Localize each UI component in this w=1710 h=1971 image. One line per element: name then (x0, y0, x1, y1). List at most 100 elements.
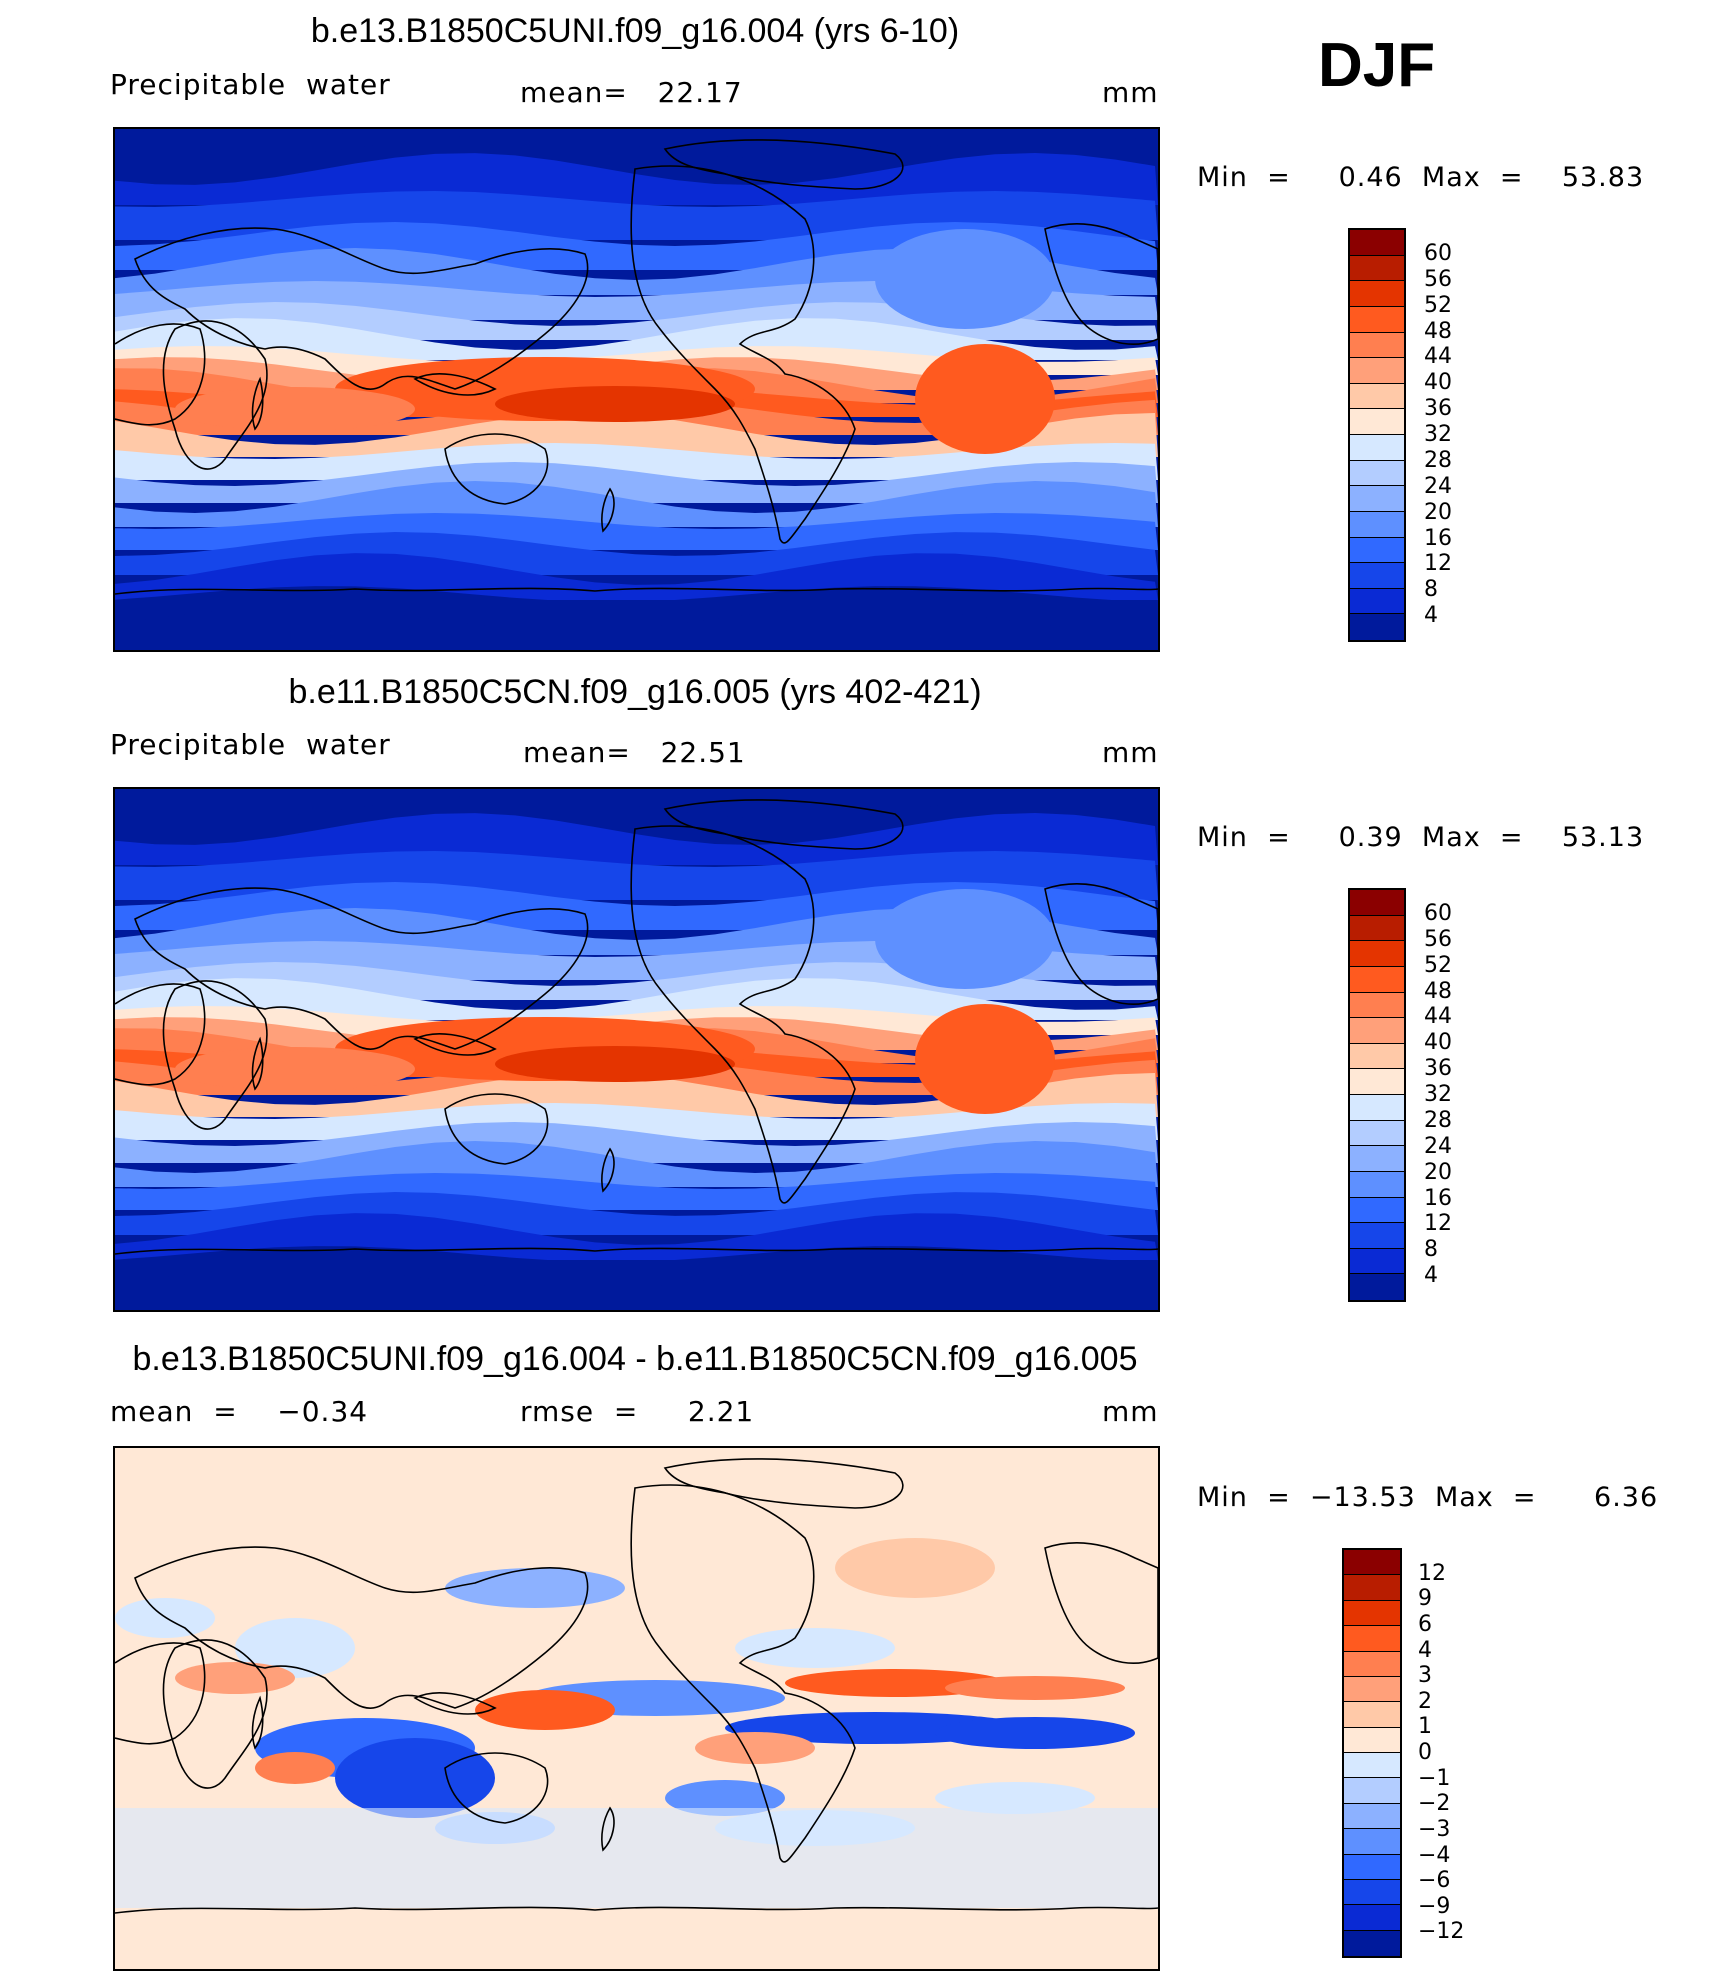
panel-1-units: mm (1102, 76, 1159, 109)
panel-1-variable-label: Precipitable water (110, 68, 391, 101)
panel-3-units: mm (1102, 1395, 1159, 1428)
colorbar-swatch (1350, 563, 1404, 589)
colorbar-swatch (1350, 1197, 1404, 1224)
colorbar-tick-label: 12 (1424, 551, 1452, 577)
colorbar-swatch (1344, 1651, 1400, 1677)
panel-3-min-max: Min = −13.53 Max = 6.36 (1197, 1482, 1659, 1513)
panel-3-colorbar-labels: 12 9 6 4 3 2 1 0 −1 −2 −3 −4 −6 −9 −12 (1418, 1548, 1498, 1958)
colorbar-swatch (1350, 511, 1404, 538)
colorbar-tick-label: −9 (1418, 1893, 1451, 1919)
colorbar-tick-label: 0 (1418, 1740, 1432, 1765)
colorbar-tick-label: 52 (1424, 952, 1452, 978)
colorbar-swatch (1350, 966, 1404, 993)
colorbar-tick-label: 2 (1418, 1688, 1432, 1714)
colorbar-tick-label: 3 (1418, 1663, 1432, 1689)
colorbar-swatch (1344, 1676, 1400, 1703)
colorbar-tick-label: 4 (1418, 1637, 1432, 1663)
colorbar-tick-label: −3 (1418, 1816, 1451, 1842)
colorbar-swatch (1350, 1069, 1404, 1095)
colorbar-tick-label: 60 (1424, 900, 1452, 926)
panel-1-colorbar-labels: 60 56 52 48 44 40 36 32 28 24 20 16 12 8 4 (1424, 228, 1504, 642)
colorbar-swatch (1344, 1803, 1400, 1830)
colorbar-swatch (1350, 890, 1404, 916)
colorbar-tick-label: 4 (1424, 603, 1438, 629)
colorbar-tick-label: 44 (1424, 344, 1452, 370)
colorbar-swatch (1344, 1600, 1400, 1627)
colorbar-swatch (1350, 255, 1404, 282)
panel-2-map (113, 787, 1160, 1312)
panel-3-map-canvas (115, 1448, 1158, 1969)
colorbar-tick-label: 36 (1424, 1056, 1452, 1082)
colorbar-tick-label: 20 (1424, 1159, 1452, 1185)
colorbar-tick-label: 36 (1424, 396, 1452, 422)
colorbar-swatch (1344, 1879, 1400, 1906)
panel-1-map (113, 127, 1160, 652)
colorbar-swatch (1344, 1727, 1400, 1753)
colorbar-tick-label: 28 (1424, 1107, 1452, 1133)
colorbar-swatch (1350, 332, 1404, 359)
colorbar-swatch (1350, 486, 1404, 512)
colorbar-swatch (1344, 1930, 1400, 1956)
colorbar-tick-label: 48 (1424, 318, 1452, 344)
colorbar-tick-label: 24 (1424, 473, 1452, 499)
colorbar-swatch (1350, 281, 1404, 307)
colorbar-swatch (1344, 1626, 1400, 1652)
colorbar-tick-label: 1 (1418, 1714, 1432, 1740)
colorbar-swatch (1350, 460, 1404, 487)
colorbar-tick-label: 4 (1424, 1263, 1438, 1289)
colorbar-tick-label: 16 (1424, 1185, 1452, 1211)
colorbar-swatch (1350, 383, 1404, 410)
panel-1-map-canvas (115, 129, 1158, 650)
colorbar-swatch (1344, 1575, 1400, 1601)
colorbar-tick-label: 12 (1424, 1211, 1452, 1237)
panel-2-units: mm (1102, 736, 1159, 769)
colorbar-swatch (1350, 1223, 1404, 1249)
colorbar-swatch (1350, 1018, 1404, 1044)
colorbar-tick-label: 56 (1424, 266, 1452, 292)
colorbar-tick-label: 24 (1424, 1133, 1452, 1159)
panel-2-map-canvas (115, 789, 1158, 1310)
colorbar-tick-label: 8 (1424, 1237, 1438, 1263)
panel-1-title: b.e13.B1850C5UNI.f09_g16.004 (yrs 6-10) (310, 12, 960, 50)
colorbar-tick-label: 48 (1424, 978, 1452, 1004)
colorbar-swatch (1350, 1120, 1404, 1147)
panel-3-map (113, 1446, 1160, 1971)
colorbar-swatch (1344, 1550, 1400, 1576)
colorbar-swatch (1344, 1829, 1400, 1855)
panel-1-colorbar (1348, 228, 1406, 642)
colorbar-swatch (1344, 1702, 1400, 1728)
colorbar-swatch (1350, 992, 1404, 1019)
panel-3-mean-label: mean = −0.34 (110, 1395, 369, 1428)
colorbar-tick-label: 44 (1424, 1004, 1452, 1030)
colorbar-swatch (1350, 1146, 1404, 1172)
panel-2-mean-label: mean= 22.51 (523, 736, 746, 769)
colorbar-tick-label: 16 (1424, 525, 1452, 551)
colorbar-tick-label: −12 (1418, 1919, 1465, 1945)
colorbar-tick-label: 32 (1424, 1082, 1452, 1107)
panel-3-rmse-label: rmse = 2.21 (520, 1395, 755, 1428)
colorbar-swatch (1350, 537, 1404, 564)
panel-2-colorbar-labels: 60 56 52 48 44 40 36 32 28 24 20 16 12 8 4 (1424, 888, 1504, 1302)
colorbar-swatch (1350, 435, 1404, 461)
colorbar-swatch (1350, 1248, 1404, 1275)
colorbar-tick-label: 40 (1424, 1030, 1452, 1056)
panel-2-colorbar (1348, 888, 1406, 1302)
panel-3-title: b.e13.B1850C5UNI.f09_g16.004 - b.e11.B18… (132, 1340, 1138, 1378)
colorbar-swatch (1344, 1778, 1400, 1804)
colorbar-swatch (1350, 588, 1404, 615)
colorbar-swatch (1350, 230, 1404, 256)
colorbar-swatch (1344, 1753, 1400, 1779)
colorbar-swatch (1350, 306, 1404, 333)
panel-1-min-max: Min = 0.46 Max = 53.83 (1197, 162, 1645, 193)
colorbar-tick-label: −1 (1418, 1765, 1451, 1791)
colorbar-tick-label: 9 (1418, 1586, 1432, 1612)
colorbar-tick-label: −4 (1418, 1842, 1451, 1868)
colorbar-tick-label: 8 (1424, 577, 1438, 603)
colorbar-tick-label: −6 (1418, 1868, 1451, 1894)
colorbar-swatch (1350, 1095, 1404, 1121)
colorbar-swatch (1350, 941, 1404, 967)
colorbar-swatch (1350, 915, 1404, 942)
panel-2-variable-label: Precipitable water (110, 728, 391, 761)
colorbar-tick-label: 52 (1424, 292, 1452, 318)
colorbar-tick-label: 28 (1424, 447, 1452, 473)
